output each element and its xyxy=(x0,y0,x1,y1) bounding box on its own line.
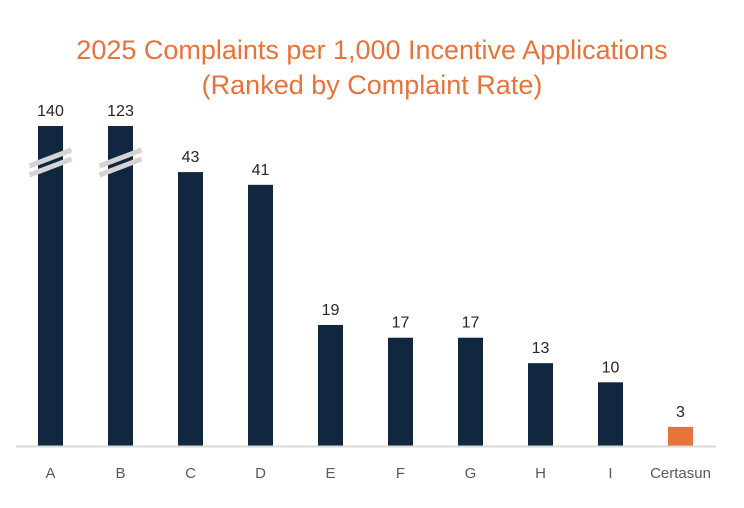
data-label: 19 xyxy=(322,302,340,319)
x-tick-label: I xyxy=(608,465,612,482)
axis-break-mark xyxy=(98,156,143,178)
axis-break-mark xyxy=(28,147,73,169)
data-label: 17 xyxy=(392,315,410,332)
x-tick-label: F xyxy=(396,465,405,482)
bar-certasun xyxy=(668,426,693,446)
data-label: 3 xyxy=(676,404,685,421)
axis-break-mark xyxy=(98,147,143,169)
chart-title: 2025 Complaints per 1,000 Incentive Appl… xyxy=(76,35,668,65)
data-label: 10 xyxy=(602,359,620,376)
x-tick-label: H xyxy=(535,465,546,482)
bar-g xyxy=(458,337,483,446)
data-label: 41 xyxy=(252,162,270,179)
bar-f xyxy=(388,337,413,446)
x-tick-label: D xyxy=(255,465,266,482)
chart-subtitle: (Ranked by Complaint Rate) xyxy=(201,70,543,100)
bar-e xyxy=(318,324,343,446)
axis-break-mark xyxy=(28,156,73,178)
data-label: 140 xyxy=(37,103,64,120)
x-tick-label: A xyxy=(45,465,55,482)
data-label: 123 xyxy=(107,103,134,120)
x-tick-label: Certasun xyxy=(650,465,711,482)
data-label: 17 xyxy=(462,315,480,332)
bar-a xyxy=(38,126,63,446)
bar-i xyxy=(598,382,623,446)
bar-h xyxy=(528,363,553,446)
x-tick-label: B xyxy=(115,465,125,482)
bar-c xyxy=(178,172,203,446)
x-tick-label: E xyxy=(325,465,335,482)
data-label: 13 xyxy=(532,340,550,357)
bar-b xyxy=(108,126,133,446)
x-tick-label: C xyxy=(185,465,196,482)
x-tick-label: G xyxy=(465,465,477,482)
data-label: 43 xyxy=(182,149,200,166)
bar-d xyxy=(248,184,273,446)
